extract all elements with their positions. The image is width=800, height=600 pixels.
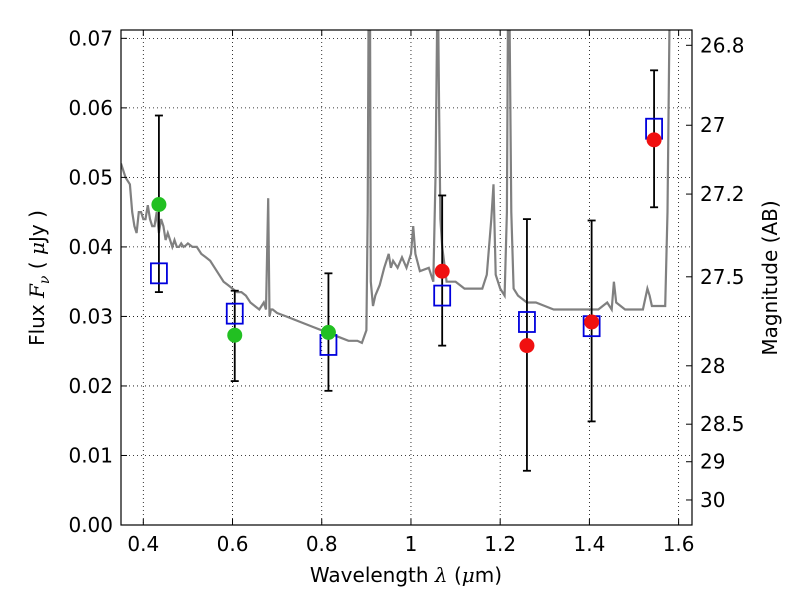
observed-red-point [646, 132, 662, 148]
y2-tick-label: 27 [700, 113, 725, 137]
observed-red-points [434, 132, 662, 354]
observed-red-point [519, 338, 535, 354]
model-square-point [433, 284, 452, 307]
model-square-point [225, 302, 244, 325]
model-square-point [150, 262, 168, 285]
x-tick-label: 1.2 [484, 532, 516, 556]
y-axis-ticks: 0.00 0.01 0.02 0.03 0.04 0.05 0.06 0.07 [68, 26, 127, 537]
y-tick-label: 0.04 [68, 235, 113, 259]
y-tick-label: 0.00 [68, 513, 113, 537]
y2-tick-label: 29 [700, 450, 725, 474]
x-tick-label: 0.4 [127, 532, 159, 556]
y-tick-label: 0.07 [68, 26, 113, 50]
y-tick-label: 0.05 [68, 165, 113, 189]
observed-red-point [434, 263, 450, 279]
grid-lines [121, 30, 692, 526]
observed-green-point [227, 327, 243, 343]
y-tick-label: 0.03 [68, 304, 113, 328]
y2-tick-label: 27.2 [700, 182, 745, 206]
y2-tick-label: 26.8 [700, 33, 745, 57]
x-tick-label: 0.6 [217, 532, 249, 556]
y2-axis-label: Magnitude (AB) [758, 200, 782, 355]
y2-tick-label: 28 [700, 354, 725, 378]
observed-green-point [151, 197, 167, 213]
y2-axis-ticks: 26.8 27 27.2 27.5 28 28.5 29 30 [686, 33, 745, 512]
observed-green-point [320, 324, 336, 340]
x-tick-label: 0.8 [306, 532, 338, 556]
observed-green-points [151, 197, 336, 343]
x-axis-ticks: 0.4 0.6 0.8 1 1.2 1.4 1.6 [127, 30, 695, 556]
x-tick-label: 1.6 [663, 532, 695, 556]
plot-area [121, 30, 671, 345]
model-square-point [518, 311, 536, 333]
x-tick-label: 1.4 [573, 532, 605, 556]
plot-frame [120, 29, 693, 526]
x-tick-label: 1 [405, 532, 418, 556]
y-tick-label: 0.02 [68, 374, 113, 398]
y-tick-label: 0.06 [68, 96, 113, 120]
y2-tick-label: 30 [700, 488, 725, 512]
x-axis-label: Wavelength λ (μm) [310, 563, 502, 587]
y2-tick-label: 28.5 [700, 412, 745, 436]
model-spectrum-line [121, 30, 671, 345]
y2-tick-label: 27.5 [700, 265, 745, 289]
observed-red-point [584, 314, 600, 330]
y-axis-label: Flux Fν ( μJy ) [25, 210, 53, 346]
y-tick-label: 0.01 [68, 443, 113, 467]
